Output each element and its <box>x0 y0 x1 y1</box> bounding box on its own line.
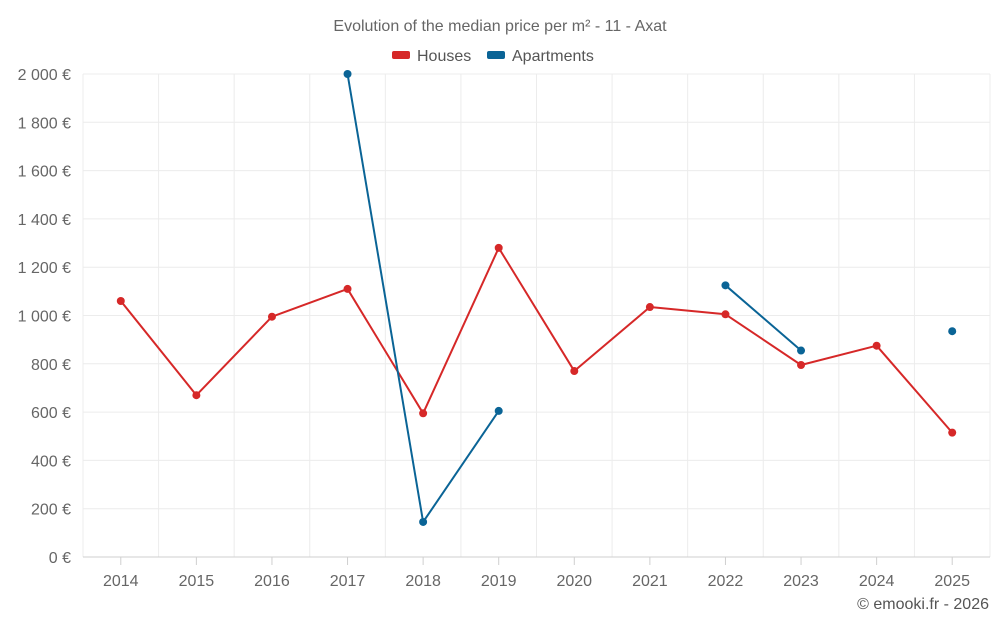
x-tick-label: 2020 <box>556 573 592 590</box>
y-tick-label: 1 600 € <box>18 164 71 181</box>
y-tick-label: 400 € <box>31 453 71 470</box>
series-line-houses <box>119 246 954 434</box>
legend-label-apartments: Apartments <box>512 48 594 65</box>
data-point-houses[interactable] <box>570 367 579 376</box>
legend-item-houses[interactable]: Houses <box>392 48 471 65</box>
grid <box>82 73 991 557</box>
y-tick-label: 1 800 € <box>18 115 71 132</box>
x-tick-label: 2019 <box>481 573 517 590</box>
y-tick-label: 200 € <box>31 502 71 519</box>
data-point-apartments[interactable] <box>721 281 730 290</box>
credit-text: © emooki.fr - 2026 <box>857 596 989 613</box>
series <box>116 70 957 526</box>
series-line-apartments <box>724 284 803 352</box>
chart-title: Evolution of the median price per m² - 1… <box>333 18 667 35</box>
x-tick-label: 2021 <box>632 573 668 590</box>
x-tick-label: 2022 <box>708 573 744 590</box>
x-tick-label: 2024 <box>859 573 895 590</box>
x-tick-label: 2016 <box>254 573 290 590</box>
axes: 0 € 200 € 400 € 600 € 800 € 1 000 € 1 200 € 1 4… <box>18 67 990 590</box>
data-point-houses[interactable] <box>419 409 428 418</box>
data-point-apartments[interactable] <box>419 517 428 526</box>
data-point-houses[interactable] <box>494 243 503 252</box>
data-point-apartments[interactable] <box>948 327 957 336</box>
series-houses <box>116 243 957 437</box>
data-point-houses[interactable] <box>116 297 125 306</box>
data-point-apartments[interactable] <box>494 406 503 415</box>
y-tick-label: 1 400 € <box>18 212 71 229</box>
y-tick-label: 1 200 € <box>18 260 71 277</box>
data-point-houses[interactable] <box>948 428 957 437</box>
y-tick-label: 600 € <box>31 405 71 422</box>
data-point-houses[interactable] <box>192 391 201 400</box>
y-tick-label: 0 € <box>49 550 71 567</box>
legend: Houses Apartments <box>392 48 594 65</box>
legend-swatch-houses <box>392 51 410 59</box>
series-apartments <box>343 70 957 526</box>
data-point-houses[interactable] <box>721 310 730 319</box>
data-point-apartments[interactable] <box>797 346 806 355</box>
x-tick-label: 2025 <box>934 573 970 590</box>
data-point-houses[interactable] <box>267 312 276 321</box>
x-tick-label: 2023 <box>783 573 819 590</box>
data-point-houses[interactable] <box>797 361 806 370</box>
data-point-houses[interactable] <box>872 341 881 350</box>
data-point-houses[interactable] <box>645 303 654 312</box>
data-point-houses[interactable] <box>343 284 352 293</box>
x-tick-label: 2017 <box>330 573 366 590</box>
data-point-apartments[interactable] <box>343 70 352 78</box>
x-tick-label: 2018 <box>405 573 441 590</box>
legend-label-houses: Houses <box>417 48 471 65</box>
x-tick-label: 2014 <box>103 573 139 590</box>
y-tick-label: 800 € <box>31 357 71 374</box>
x-tick-label: 2015 <box>179 573 215 590</box>
y-tick-label: 2 000 € <box>18 67 71 84</box>
y-tick-label: 1 000 € <box>18 309 71 326</box>
legend-swatch-apartments <box>487 51 505 59</box>
legend-item-apartments[interactable]: Apartments <box>487 48 594 65</box>
